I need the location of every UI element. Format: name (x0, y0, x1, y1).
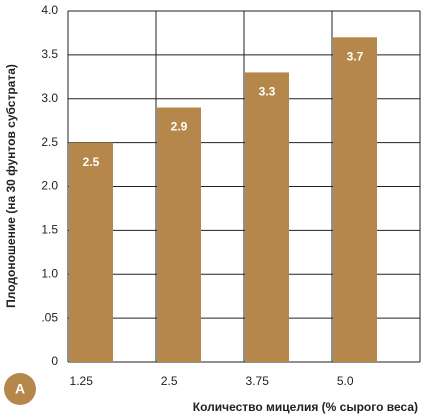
value-label: 2.5 (83, 155, 100, 169)
value-label: 3.3 (259, 85, 276, 99)
y-tick-label: 3.5 (41, 47, 58, 61)
bar (333, 37, 377, 362)
bar (69, 142, 113, 362)
bar (245, 72, 289, 363)
y-axis-label: Плодоношение (на 30 фунтов субстрата) (4, 64, 18, 308)
bar (157, 107, 201, 363)
value-label: 3.7 (347, 49, 364, 63)
y-tick-label: 1.0 (41, 266, 58, 280)
y-tick-label: .05 (41, 310, 58, 324)
panel-badge (4, 373, 36, 405)
x-tick-label: 2.5 (161, 374, 178, 388)
x-tick-label: 5.0 (337, 374, 354, 388)
y-tick-label: 2.0 (41, 179, 58, 193)
panel-label: A (15, 381, 25, 397)
value-label: 2.9 (171, 120, 188, 134)
y-tick-label: 3.0 (41, 91, 58, 105)
y-tick-label: 0 (51, 354, 58, 368)
x-tick-label: 1.25 (70, 374, 94, 388)
x-tick-label: 3.75 (246, 374, 270, 388)
y-tick-label: 2.5 (41, 135, 58, 149)
x-axis-label: Количество мицелия (% сырого веса) (193, 400, 418, 414)
y-tick-label: 1.5 (41, 223, 58, 237)
y-tick-label: 4.0 (41, 3, 58, 17)
